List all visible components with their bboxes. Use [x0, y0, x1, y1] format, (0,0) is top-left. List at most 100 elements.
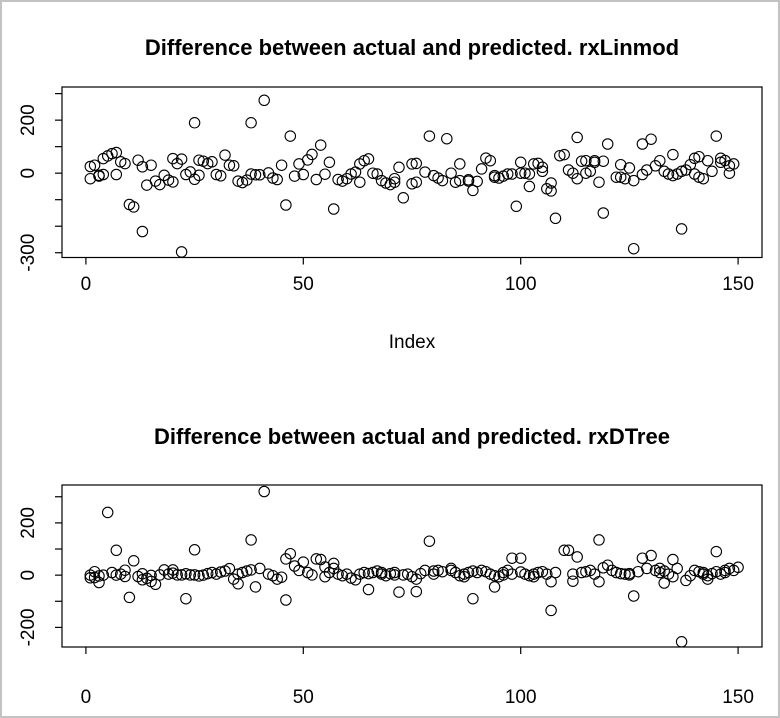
- data-point: [571, 172, 583, 185]
- data-point: [506, 568, 518, 580]
- data-point: [575, 155, 588, 167]
- data-point: [241, 565, 253, 577]
- x-tick-label: 150: [722, 687, 754, 708]
- data-point: [675, 636, 688, 648]
- data-point: [249, 169, 262, 181]
- data-point: [684, 158, 697, 171]
- data-point: [223, 562, 236, 575]
- data-point: [254, 562, 266, 575]
- data-point: [371, 168, 383, 180]
- data-point: [132, 154, 144, 166]
- data-point: [675, 223, 688, 235]
- data-point: [554, 149, 566, 162]
- y-tick-label: 0: [18, 168, 39, 179]
- data-point: [397, 569, 410, 581]
- data-point: [514, 156, 527, 169]
- data-point: [245, 534, 257, 546]
- data-point: [410, 157, 423, 170]
- data-point: [241, 174, 253, 186]
- data-point: [110, 569, 123, 581]
- data-point: [441, 132, 453, 145]
- data-point: [327, 203, 340, 215]
- data-point: [136, 225, 149, 238]
- data-point: [593, 176, 605, 188]
- data-point: [245, 117, 257, 129]
- data-point: [562, 544, 575, 557]
- data-point: [284, 547, 297, 560]
- data-point: [310, 173, 323, 186]
- data-point: [519, 167, 531, 179]
- data-point: [88, 159, 101, 171]
- data-point: [610, 566, 623, 579]
- data-point: [732, 561, 744, 574]
- data-point: [393, 586, 405, 598]
- data-point: [558, 148, 570, 161]
- chart1-plot-area: 0 50 100 150 200 0 -300: [18, 86, 763, 295]
- data-point: [706, 165, 718, 178]
- data-point: [110, 146, 123, 159]
- data-point: [545, 575, 557, 588]
- data-point: [701, 154, 714, 167]
- data-point: [127, 555, 140, 567]
- data-point: [397, 192, 410, 204]
- data-point: [354, 176, 366, 188]
- data-point: [597, 155, 610, 167]
- x-tick-label: 100: [505, 274, 537, 295]
- data-point: [710, 130, 723, 142]
- data-point: [284, 130, 297, 142]
- data-point: [558, 544, 570, 557]
- data-point: [119, 157, 131, 170]
- data-point: [193, 570, 205, 582]
- data-point: [184, 569, 197, 581]
- data-point: [410, 176, 423, 188]
- data-point: [436, 174, 449, 187]
- data-point: [388, 172, 401, 185]
- chart1-plot-box: [61, 86, 763, 259]
- data-point: [593, 575, 605, 588]
- data-point: [636, 168, 649, 181]
- data-point: [323, 566, 336, 579]
- data-point: [149, 578, 162, 591]
- data-point: [593, 534, 605, 546]
- data-point: [358, 566, 370, 579]
- data-point: [645, 549, 657, 562]
- y-tick-label: 0: [18, 570, 39, 581]
- data-point: [727, 158, 740, 170]
- data-point: [110, 544, 123, 557]
- data-point: [697, 172, 710, 185]
- chart2-title: Difference between actual and predicted.…: [154, 424, 670, 449]
- data-point: [536, 165, 549, 178]
- data-point: [101, 506, 114, 519]
- data-point: [232, 578, 244, 590]
- data-point: [636, 138, 649, 150]
- data-point: [545, 604, 557, 617]
- data-point: [297, 168, 310, 181]
- data-point: [188, 173, 201, 186]
- chart2-points: [84, 485, 744, 648]
- data-point: [258, 485, 270, 498]
- data-point: [106, 147, 118, 160]
- x-tick-label: 100: [505, 687, 537, 708]
- data-point: [588, 156, 601, 169]
- data-point: [201, 567, 214, 580]
- chart1-y-axis: 200 0 -300: [18, 93, 62, 272]
- data-point: [584, 564, 597, 577]
- data-point: [506, 168, 518, 180]
- data-point: [614, 567, 627, 580]
- data-point: [162, 568, 175, 580]
- data-point: [306, 148, 318, 161]
- data-point: [171, 157, 183, 170]
- data-point: [119, 564, 131, 576]
- data-point: [323, 156, 336, 169]
- data-point: [310, 553, 323, 565]
- chart1-points: [84, 94, 740, 258]
- data-point: [567, 575, 579, 587]
- y-tick-label: -200: [18, 608, 39, 646]
- data-point: [636, 552, 649, 564]
- data-point: [488, 171, 501, 183]
- data-point: [288, 170, 301, 182]
- data-point: [545, 185, 557, 197]
- data-point: [188, 117, 201, 129]
